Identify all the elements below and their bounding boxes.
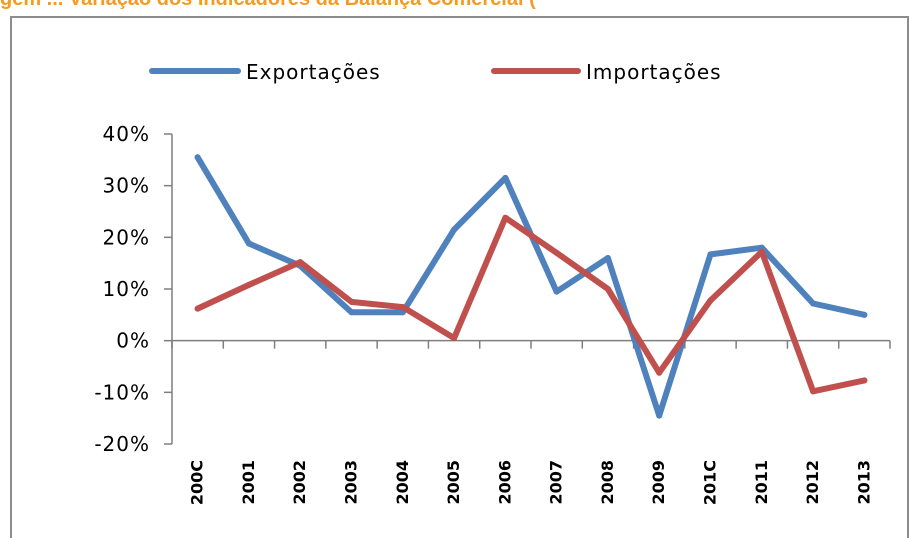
data-point — [399, 304, 406, 311]
data-point — [348, 298, 355, 305]
data-point — [297, 259, 304, 266]
data-point — [502, 174, 509, 181]
chart-series — [194, 154, 868, 419]
data-point — [810, 300, 817, 307]
x-tick-label: 200C — [188, 460, 207, 505]
x-tick-label: 201C — [701, 460, 720, 505]
y-tick-label: 30% — [103, 174, 150, 198]
y-tick-label: 20% — [103, 225, 150, 249]
data-point — [810, 388, 817, 395]
x-tick-label: 2004 — [393, 460, 412, 505]
x-tick-label: 2013 — [854, 460, 873, 505]
data-point — [656, 412, 663, 419]
x-tick-label: 2001 — [239, 460, 258, 505]
data-point — [758, 244, 765, 251]
legend-label: Importações — [586, 60, 722, 84]
chart-axes: 40% 30% 20% 10% 0% -10% -20% 200C 2001 2002 2003 20… — [94, 122, 891, 505]
data-point — [451, 226, 458, 233]
data-point — [451, 335, 458, 342]
x-tick-label: 2005 — [444, 460, 463, 505]
data-point — [707, 251, 714, 258]
series-line-importações — [194, 214, 868, 395]
data-point — [194, 305, 201, 312]
page-title: gem ... Variação dos Indicadores da Bala… — [0, 0, 910, 10]
data-point — [758, 248, 765, 255]
data-point — [194, 154, 201, 161]
data-point — [348, 309, 355, 316]
data-point — [553, 288, 560, 295]
y-tick-label: 10% — [103, 277, 150, 301]
chart-frame — [10, 16, 909, 538]
data-point — [656, 369, 663, 376]
data-point — [245, 240, 252, 247]
data-point — [604, 255, 611, 261]
data-point — [861, 311, 868, 318]
x-tick-label: 2012 — [803, 460, 822, 505]
y-tick-label: 40% — [103, 122, 150, 146]
x-tick-label: 2007 — [547, 460, 566, 505]
y-tick-label: 0% — [116, 329, 150, 353]
x-tick-label: 2009 — [649, 460, 668, 505]
data-point — [553, 249, 560, 256]
data-point — [707, 297, 714, 304]
data-point — [604, 286, 611, 292]
x-tick-label: 2002 — [290, 460, 309, 505]
y-tick-label: -20% — [94, 432, 150, 456]
data-point — [502, 214, 509, 221]
chart-legend: Exportações Importações — [149, 60, 722, 84]
x-tick-label: 2011 — [752, 460, 771, 505]
x-tick-label: 2006 — [495, 460, 514, 505]
x-tick-label: 2003 — [342, 460, 361, 505]
x-tick-label: 2008 — [598, 460, 617, 505]
y-tick-label: -10% — [94, 380, 150, 404]
series-line-exportações — [194, 154, 868, 419]
data-point — [245, 281, 252, 288]
data-point — [861, 377, 868, 384]
legend-label: Exportações — [246, 60, 381, 84]
